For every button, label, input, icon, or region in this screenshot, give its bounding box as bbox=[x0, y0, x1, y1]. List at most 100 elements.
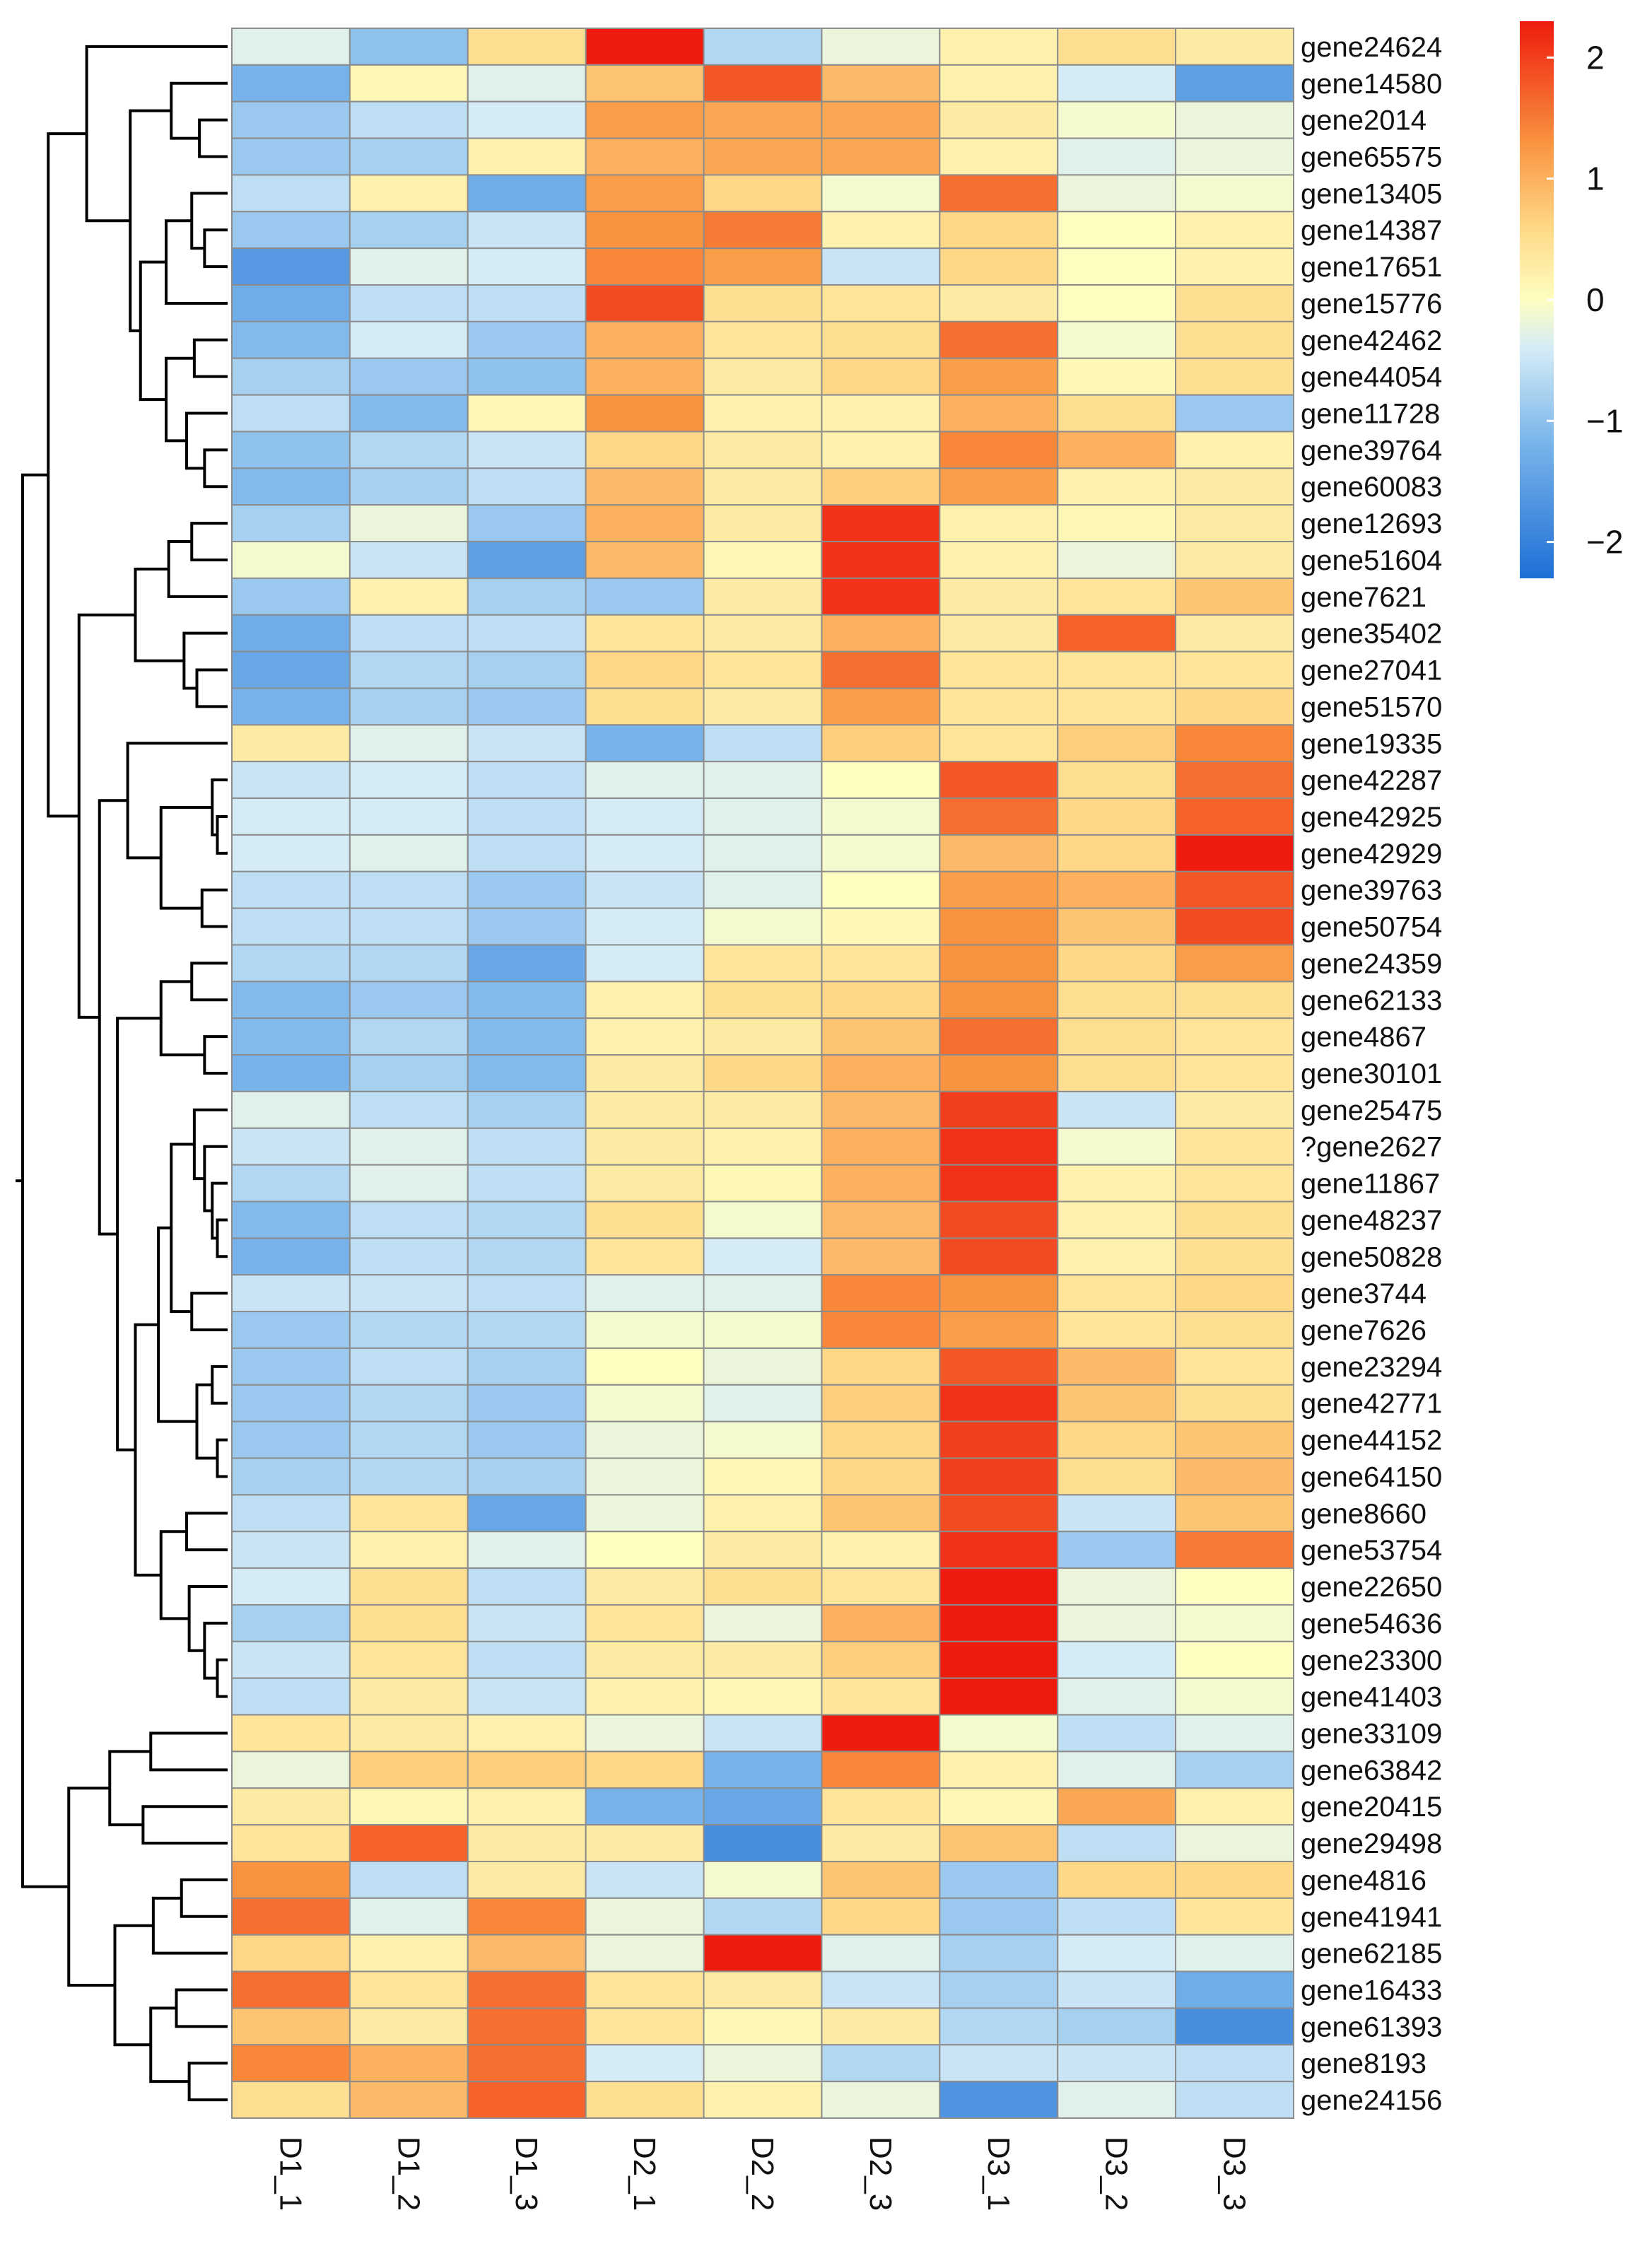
heatmap-cell-gene61393-D1_3 bbox=[467, 2007, 587, 2046]
heatmap-cell-gene8193-D2_2 bbox=[703, 2044, 823, 2083]
row-label: gene53754 bbox=[1301, 1535, 1442, 1566]
heatmap-cell-gene3744-D2_2 bbox=[703, 1274, 823, 1313]
dendrogram-branch bbox=[139, 260, 166, 402]
dendrogram-branch bbox=[182, 631, 228, 690]
heatmap-cell-gene7621-D2_3 bbox=[821, 577, 941, 616]
heatmap-cell-gene16433-D1_1 bbox=[231, 1970, 351, 2009]
legend-tick-label: 1 bbox=[1586, 160, 1605, 197]
heatmap-cell-gene42925-D3_1 bbox=[939, 797, 1059, 836]
heatmap-cell-gene65575-D3_3 bbox=[1175, 137, 1294, 176]
heatmap-cell-gene2014-D1_1 bbox=[231, 100, 351, 139]
heatmap-cell-gene14387-D3_1 bbox=[939, 211, 1059, 250]
heatmap-cell-gene3744-D3_2 bbox=[1057, 1274, 1177, 1313]
heatmap-cell-gene63842-D2_1 bbox=[585, 1751, 705, 1789]
row-label: gene63842 bbox=[1301, 1755, 1442, 1786]
heatmap-cell-gene8660-D1_2 bbox=[348, 1494, 469, 1533]
dendrogram-branch bbox=[180, 1878, 228, 1918]
heatmap-cell-gene11728-D2_1 bbox=[585, 394, 705, 433]
dendrogram-branch bbox=[141, 1805, 228, 1845]
heatmap-cell-gene39763-D3_3 bbox=[1175, 870, 1294, 909]
heatmap-cell-gene41941-D3_2 bbox=[1057, 1897, 1177, 1936]
row-label: gene2014 bbox=[1301, 105, 1427, 136]
heatmap-cell-gene62133-D3_1 bbox=[939, 981, 1059, 1019]
heatmap-cell-gene41403-D2_1 bbox=[585, 1677, 705, 1716]
heatmap-cell-gene19335-D3_2 bbox=[1057, 724, 1177, 763]
heatmap-cell-?gene2627-D1_1 bbox=[231, 1127, 351, 1166]
heatmap-cell-gene14387-D2_2 bbox=[703, 211, 823, 250]
heatmap-cell-gene42929-D3_1 bbox=[939, 834, 1059, 872]
heatmap-cell-gene41403-D1_2 bbox=[348, 1677, 469, 1716]
legend-tick-label: 2 bbox=[1586, 39, 1605, 76]
column-label: D3_2 bbox=[1099, 2137, 1134, 2211]
row-label: gene48237 bbox=[1301, 1205, 1442, 1236]
heatmap-cell-gene17651-D3_1 bbox=[939, 247, 1059, 286]
heatmap-cell-gene41403-D1_3 bbox=[467, 1677, 587, 1716]
row-label: gene50828 bbox=[1301, 1241, 1442, 1273]
heatmap-cell-gene19335-D3_1 bbox=[939, 724, 1059, 763]
heatmap-cell-gene22650-D1_1 bbox=[231, 1567, 351, 1606]
heatmap-cell-gene42462-D2_3 bbox=[821, 320, 941, 359]
heatmap-cell-gene62133-D2_3 bbox=[821, 981, 941, 1019]
heatmap-cell-gene14580-D3_1 bbox=[939, 64, 1059, 103]
heatmap-cell-gene42929-D1_2 bbox=[348, 834, 469, 872]
heatmap-cell-gene7626-D1_2 bbox=[348, 1311, 469, 1349]
heatmap-cell-gene62185-D2_1 bbox=[585, 1934, 705, 1972]
heatmap-cell-gene51570-D1_1 bbox=[231, 687, 351, 726]
heatmap-cell-gene30101-D1_1 bbox=[231, 1054, 351, 1092]
heatmap-cell-gene39763-D3_2 bbox=[1057, 870, 1177, 909]
heatmap-cell-gene15776-D2_2 bbox=[703, 284, 823, 322]
heatmap-cell-gene63842-D2_3 bbox=[821, 1751, 941, 1789]
heatmap-cell-gene44152-D1_2 bbox=[348, 1420, 469, 1459]
row-label: gene42929 bbox=[1301, 838, 1442, 870]
heatmap-cell-gene17651-D2_1 bbox=[585, 247, 705, 286]
heatmap-cell-gene39764-D1_1 bbox=[231, 431, 351, 469]
heatmap-cell-gene23294-D3_2 bbox=[1057, 1347, 1177, 1386]
heatmap-cell-gene65575-D1_2 bbox=[348, 137, 469, 176]
heatmap-cell-gene7626-D1_3 bbox=[467, 1311, 587, 1349]
heatmap-cell-gene27041-D1_2 bbox=[348, 650, 469, 689]
dendrogram-branch bbox=[190, 962, 228, 1002]
heatmap-cell-gene39763-D2_3 bbox=[821, 870, 941, 909]
heatmap-cell-gene17651-D1_2 bbox=[348, 247, 469, 286]
heatmap-cell-gene35402-D2_3 bbox=[821, 614, 941, 653]
heatmap-cell-gene48237-D2_2 bbox=[703, 1200, 823, 1239]
dendrogram-branch bbox=[116, 1017, 161, 1451]
heatmap-cell-gene2014-D2_2 bbox=[703, 100, 823, 139]
heatmap-cell-gene41941-D1_2 bbox=[348, 1897, 469, 1936]
heatmap-cell-gene60083-D2_2 bbox=[703, 467, 823, 506]
heatmap-cell-gene50754-D2_3 bbox=[821, 907, 941, 946]
heatmap-cell-gene23300-D3_2 bbox=[1057, 1640, 1177, 1679]
row-label: gene7621 bbox=[1301, 582, 1427, 613]
heatmap-cell-gene51570-D3_3 bbox=[1175, 687, 1294, 726]
heatmap-cell-gene42929-D2_3 bbox=[821, 834, 941, 872]
heatmap-cell-gene23294-D2_2 bbox=[703, 1347, 823, 1386]
heatmap-cell-gene51604-D2_1 bbox=[585, 541, 705, 579]
heatmap-cell-gene42771-D3_1 bbox=[939, 1384, 1059, 1422]
heatmap-cell-gene65575-D3_1 bbox=[939, 137, 1059, 176]
heatmap-cell-gene42462-D3_2 bbox=[1057, 320, 1177, 359]
heatmap-cell-gene62133-D1_2 bbox=[348, 981, 469, 1019]
heatmap-cell-gene2014-D3_2 bbox=[1057, 100, 1177, 139]
row-label: gene29498 bbox=[1301, 1828, 1442, 1859]
heatmap-cell-gene53754-D3_3 bbox=[1175, 1531, 1294, 1570]
heatmap-cell-gene54636-D1_1 bbox=[231, 1603, 351, 1642]
heatmap-cell-gene25475-D2_1 bbox=[585, 1090, 705, 1129]
row-label: gene62185 bbox=[1301, 1939, 1442, 1970]
heatmap-cell-gene62185-D2_2 bbox=[703, 1934, 823, 1972]
heatmap-cell-gene11728-D3_2 bbox=[1057, 394, 1177, 433]
row-label: gene12693 bbox=[1301, 508, 1442, 539]
heatmap-cell-gene29498-D1_1 bbox=[231, 1824, 351, 1862]
heatmap-cell-gene54636-D3_1 bbox=[939, 1603, 1059, 1642]
heatmap-cell-gene33109-D2_1 bbox=[585, 1714, 705, 1753]
heatmap-cell-gene41403-D3_3 bbox=[1175, 1677, 1294, 1716]
row-label: gene42771 bbox=[1301, 1389, 1442, 1420]
heatmap-cell-gene4816-D3_2 bbox=[1057, 1860, 1177, 1899]
heatmap-cell-gene50754-D1_2 bbox=[348, 907, 469, 946]
heatmap-cell-gene42462-D2_1 bbox=[585, 320, 705, 359]
heatmap-cell-gene19335-D1_3 bbox=[467, 724, 587, 763]
row-label: gene44054 bbox=[1301, 362, 1442, 393]
heatmap-cell-gene17651-D2_2 bbox=[703, 247, 823, 286]
heatmap-cell-gene23300-D1_1 bbox=[231, 1640, 351, 1679]
dendrogram-branch bbox=[185, 411, 228, 470]
heatmap-cell-gene60083-D2_1 bbox=[585, 467, 705, 506]
